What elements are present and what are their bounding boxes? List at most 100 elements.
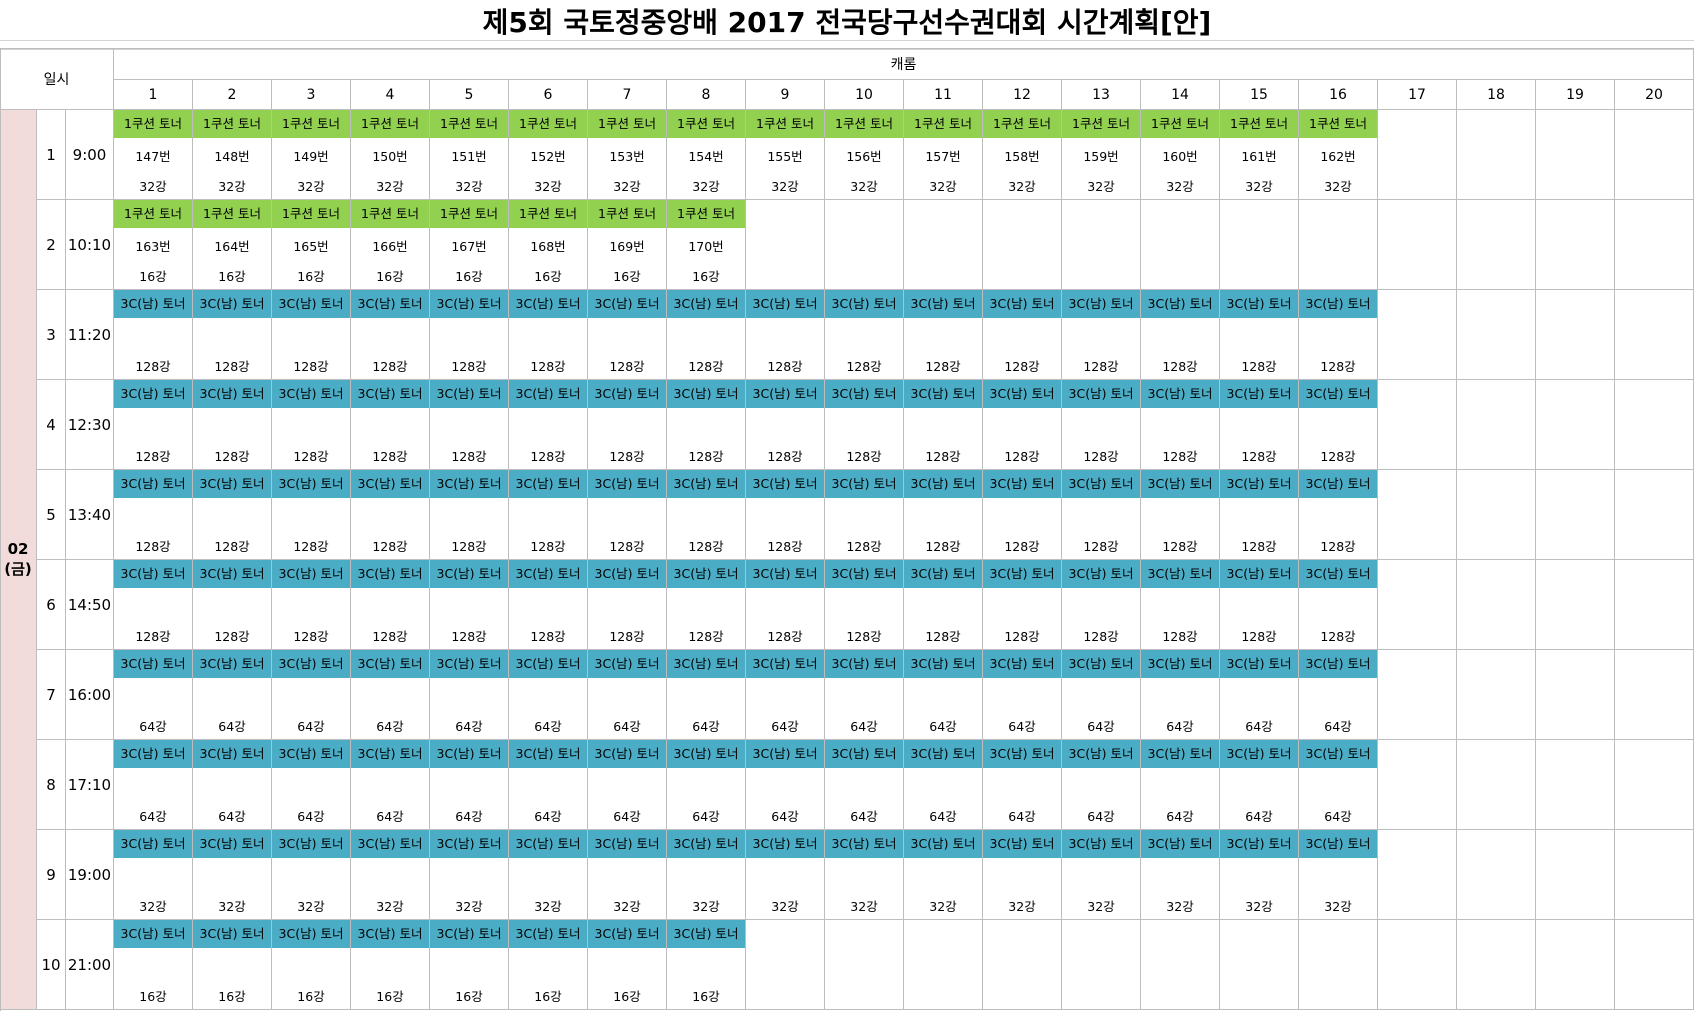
schedule-cell	[1141, 200, 1220, 290]
event-band: 3C(남) 토너	[1299, 650, 1377, 678]
event-band: 3C(남) 토너	[588, 650, 666, 678]
round-stage: 32강	[297, 899, 325, 914]
event-band: 3C(남) 토너	[1062, 380, 1140, 408]
schedule-cell	[1457, 290, 1536, 380]
schedule-cell: 3C(남) 토너 128강	[272, 470, 351, 560]
round-stage: 128강	[214, 449, 250, 464]
event-band: 3C(남) 토너	[1220, 380, 1298, 408]
event-band: 1쿠션 토너	[1062, 110, 1140, 138]
schedule-cell	[1536, 650, 1615, 740]
match-number: 169번	[609, 239, 645, 254]
round-stage: 64강	[1087, 809, 1115, 824]
round-stage: 16강	[218, 989, 246, 1004]
event-band: 3C(남) 토너	[1141, 290, 1219, 318]
schedule-cell	[1457, 380, 1536, 470]
schedule-cell: 3C(남) 토너 64강	[1141, 650, 1220, 740]
round-stage: 64강	[929, 809, 957, 824]
event-band: 3C(남) 토너	[825, 650, 903, 678]
round-stage: 64강	[1008, 809, 1036, 824]
schedule-cell: 3C(남) 토너 128강	[588, 560, 667, 650]
event-band: 3C(남) 토너	[430, 740, 508, 768]
schedule-cell: 3C(남) 토너 128강	[430, 290, 509, 380]
event-band: 3C(남) 토너	[1141, 560, 1219, 588]
schedule-cell: 3C(남) 토너 128강	[272, 560, 351, 650]
event-band: 1쿠션 토너	[430, 110, 508, 138]
round-stage: 32강	[1008, 899, 1036, 914]
schedule-cell: 3C(남) 토너 128강	[1062, 290, 1141, 380]
schedule-cell: 1쿠션 토너 147번 32강	[114, 110, 193, 200]
round-stage: 32강	[455, 899, 483, 914]
event-band: 3C(남) 토너	[272, 920, 350, 948]
schedule-cell	[1615, 650, 1694, 740]
round-stage: 128강	[530, 359, 566, 374]
round-stage: 32강	[1008, 179, 1036, 194]
round-stage: 16강	[613, 269, 641, 284]
round-stage: 128강	[609, 359, 645, 374]
event-band: 3C(남) 토너	[351, 560, 429, 588]
event-band: 3C(남) 토너	[272, 560, 350, 588]
schedule-cell	[1615, 470, 1694, 560]
schedule-cell: 3C(남) 토너 32강	[1299, 830, 1378, 920]
round-number: 7	[37, 650, 66, 740]
schedule-cell: 3C(남) 토너 128강	[746, 380, 825, 470]
schedule-cell: 3C(남) 토너 128강	[272, 290, 351, 380]
date-day: 02	[7, 540, 29, 558]
event-band: 3C(남) 토너	[509, 380, 587, 408]
schedule-cell: 3C(남) 토너 32강	[193, 830, 272, 920]
round-time: 21:00	[66, 920, 114, 1010]
match-number: 158번	[1004, 149, 1040, 164]
round-number: 2	[37, 200, 66, 290]
event-band: 3C(남) 토너	[588, 470, 666, 498]
event-band: 3C(남) 토너	[1220, 470, 1298, 498]
round-stage: 128강	[609, 449, 645, 464]
schedule-cell: 3C(남) 토너 64강	[509, 650, 588, 740]
event-band: 3C(남) 토너	[351, 470, 429, 498]
event-band: 3C(남) 토너	[825, 380, 903, 408]
event-band: 3C(남) 토너	[1141, 830, 1219, 858]
schedule-cell: 3C(남) 토너 64강	[983, 740, 1062, 830]
event-band: 3C(남) 토너	[430, 380, 508, 408]
schedule-cell	[746, 920, 825, 1010]
round-stage: 128강	[1004, 539, 1040, 554]
round-stage: 64강	[455, 809, 483, 824]
event-band: 3C(남) 토너	[983, 560, 1061, 588]
round-stage: 32강	[1087, 899, 1115, 914]
event-band: 3C(남) 토너	[904, 560, 982, 588]
round-stage: 64강	[1008, 719, 1036, 734]
event-band: 3C(남) 토너	[983, 380, 1061, 408]
event-band: 3C(남) 토너	[509, 290, 587, 318]
round-stage: 16강	[692, 269, 720, 284]
event-band: 3C(남) 토너	[746, 740, 824, 768]
round-stage: 128강	[293, 539, 329, 554]
schedule-cell: 3C(남) 토너 32강	[1062, 830, 1141, 920]
round-time: 17:10	[66, 740, 114, 830]
event-band: 3C(남) 토너	[667, 380, 745, 408]
schedule-cell: 3C(남) 토너 64강	[746, 740, 825, 830]
event-band: 3C(남) 토너	[667, 290, 745, 318]
schedule-cell: 3C(남) 토너 128강	[825, 560, 904, 650]
round-number: 9	[37, 830, 66, 920]
round-stage: 64강	[139, 719, 167, 734]
schedule-cell: 3C(남) 토너 128강	[1299, 470, 1378, 560]
schedule-cell: 3C(남) 토너 64강	[588, 650, 667, 740]
event-band: 3C(남) 토너	[1141, 740, 1219, 768]
match-number: 151번	[451, 149, 487, 164]
event-band: 3C(남) 토너	[904, 470, 982, 498]
schedule-cell: 3C(남) 토너 64강	[272, 650, 351, 740]
schedule-cell: 3C(남) 토너 64강	[1220, 740, 1299, 830]
event-band: 3C(남) 토너	[1299, 380, 1377, 408]
schedule-cell: 3C(남) 토너 16강	[430, 920, 509, 1010]
schedule-cell: 3C(남) 토너 64강	[1220, 650, 1299, 740]
schedule-cell	[1378, 290, 1457, 380]
round-stage: 32강	[534, 179, 562, 194]
schedule-cell: 3C(남) 토너 128강	[983, 470, 1062, 560]
schedule-cell: 3C(남) 토너 128강	[114, 380, 193, 470]
round-stage: 32강	[929, 899, 957, 914]
table-number-header: 7	[588, 80, 667, 110]
schedule-cell: 1쿠션 토너 168번 16강	[509, 200, 588, 290]
date-weekday: (금)	[4, 560, 32, 578]
round-stage: 64강	[771, 809, 799, 824]
match-number: 166번	[372, 239, 408, 254]
round-stage: 32강	[376, 899, 404, 914]
